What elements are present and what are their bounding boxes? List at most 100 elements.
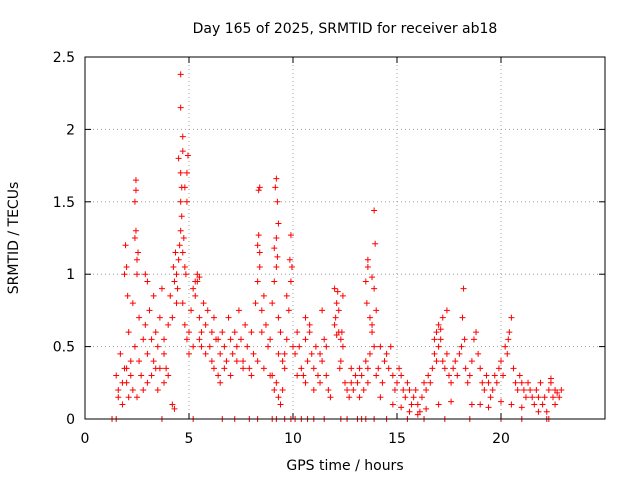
data-point xyxy=(148,372,155,379)
data-point xyxy=(254,278,261,285)
data-point xyxy=(229,350,236,357)
data-point xyxy=(134,256,140,263)
data-point xyxy=(175,256,182,263)
data-point xyxy=(204,307,211,314)
data-point xyxy=(464,379,471,386)
data-point xyxy=(461,336,468,343)
data-point xyxy=(192,278,199,285)
data-point xyxy=(132,187,139,194)
data-point xyxy=(541,394,548,401)
data-point xyxy=(119,401,126,408)
data-point xyxy=(333,300,340,307)
data-point xyxy=(135,249,142,256)
data-point xyxy=(142,271,149,278)
y-tick-label: 0 xyxy=(66,412,75,428)
data-point xyxy=(255,187,262,194)
data-point xyxy=(304,358,311,365)
data-point xyxy=(150,358,157,365)
data-point xyxy=(421,379,428,386)
data-point xyxy=(423,387,430,394)
data-point xyxy=(498,398,504,405)
data-point xyxy=(274,198,281,205)
data-point xyxy=(171,405,178,412)
data-point xyxy=(556,394,563,401)
data-point xyxy=(150,292,157,299)
data-point xyxy=(435,321,442,328)
data-point xyxy=(362,358,369,365)
data-point xyxy=(485,404,492,411)
data-point xyxy=(179,148,186,155)
data-point xyxy=(223,358,230,365)
data-point xyxy=(535,408,542,415)
data-point xyxy=(177,198,184,205)
data-point xyxy=(366,314,373,321)
data-point xyxy=(281,365,288,372)
data-point xyxy=(502,343,509,350)
data-point xyxy=(198,329,205,336)
data-point xyxy=(337,358,344,365)
data-point xyxy=(433,329,440,336)
data-point xyxy=(129,300,136,307)
data-point xyxy=(287,278,294,285)
data-point xyxy=(385,365,392,372)
data-point xyxy=(437,336,444,343)
data-point xyxy=(404,379,411,386)
data-point xyxy=(389,401,396,408)
data-point xyxy=(140,387,147,394)
data-point xyxy=(177,71,184,78)
data-point xyxy=(179,300,186,307)
data-point xyxy=(255,232,262,239)
data-point xyxy=(508,314,515,321)
data-point xyxy=(327,394,334,401)
data-point xyxy=(132,177,139,184)
data-point xyxy=(518,379,525,386)
data-point xyxy=(273,263,280,270)
data-point xyxy=(314,372,321,379)
data-point xyxy=(152,329,159,336)
data-point xyxy=(375,365,382,372)
data-point xyxy=(267,372,274,379)
data-point xyxy=(454,372,461,379)
data-point xyxy=(186,329,192,336)
data-point xyxy=(433,358,440,365)
axis-ticks: 0 0.5 1 1.5 2 2.5 0 5 10 15 20 xyxy=(53,50,605,447)
data-point xyxy=(131,235,138,241)
data-point xyxy=(156,314,163,321)
data-point xyxy=(406,387,413,394)
data-point xyxy=(485,379,492,386)
data-point xyxy=(331,285,338,292)
data-point xyxy=(202,350,209,357)
data-point xyxy=(477,401,484,408)
data-point xyxy=(283,336,290,343)
data-point xyxy=(427,379,434,386)
data-point xyxy=(172,249,179,256)
data-point xyxy=(321,336,328,343)
data-point xyxy=(516,372,523,379)
data-point xyxy=(462,365,469,372)
data-point xyxy=(173,271,180,278)
data-point xyxy=(323,372,330,379)
data-point xyxy=(248,329,255,336)
data-point xyxy=(302,379,309,386)
data-point xyxy=(346,394,353,401)
data-point xyxy=(125,394,132,401)
data-point xyxy=(288,263,295,270)
data-point xyxy=(510,365,517,372)
data-point xyxy=(529,394,536,401)
data-point xyxy=(240,358,247,365)
data-point xyxy=(429,365,436,372)
data-point xyxy=(190,285,197,292)
data-point xyxy=(520,387,527,394)
data-point xyxy=(306,321,313,328)
data-point xyxy=(152,365,159,372)
y-tick-label: 2 xyxy=(66,122,75,138)
data-point xyxy=(543,408,550,415)
data-point xyxy=(364,256,371,263)
data-point xyxy=(170,263,177,270)
data-point xyxy=(260,292,267,299)
data-point xyxy=(373,372,380,379)
data-point xyxy=(146,307,153,314)
chart-title: Day 165 of 2025, SRMTID for receiver ab1… xyxy=(193,21,498,37)
y-tick-label: 1 xyxy=(66,267,75,283)
data-point xyxy=(448,398,455,405)
